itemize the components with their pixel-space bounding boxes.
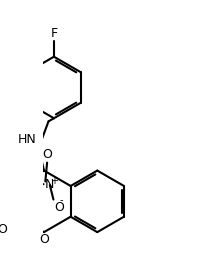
Text: F: F — [50, 26, 58, 39]
Text: O: O — [42, 148, 52, 161]
Text: +: + — [50, 176, 58, 186]
Text: O: O — [0, 223, 7, 236]
Text: N: N — [44, 178, 54, 191]
Text: HN: HN — [18, 133, 37, 146]
Text: O: O — [54, 201, 64, 214]
Text: O: O — [39, 233, 49, 246]
Text: -: - — [60, 195, 63, 205]
